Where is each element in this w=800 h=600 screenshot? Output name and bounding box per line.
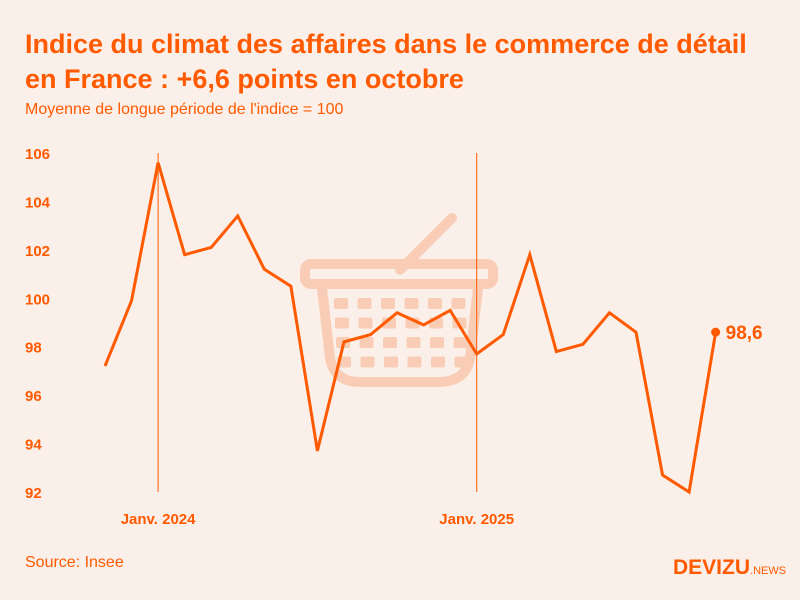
basket-dot <box>334 298 348 309</box>
y-tick-label: 102 <box>25 243 50 260</box>
source-note: Source: Insee <box>25 554 124 571</box>
data-point <box>711 327 721 337</box>
basket-pattern <box>334 298 469 368</box>
basket-dot <box>360 356 375 368</box>
basket-dot <box>359 337 374 348</box>
y-tick-label: 94 <box>25 437 42 454</box>
basket-dot <box>383 337 397 348</box>
last-value-label: 98,6 <box>726 323 763 344</box>
basket-dot <box>382 317 396 329</box>
y-tick-label: 96 <box>25 388 42 405</box>
basket-dot <box>404 298 419 309</box>
basket-dot <box>406 337 421 348</box>
basket-dot <box>381 298 395 309</box>
basket-dot <box>428 298 442 309</box>
basket-dot <box>384 356 398 368</box>
basket-dot <box>357 298 372 309</box>
basket-dot <box>451 298 466 309</box>
basket-dot <box>454 356 469 368</box>
basket-dot <box>453 337 468 348</box>
series-line <box>103 162 718 495</box>
basket-dot <box>431 356 445 368</box>
basket-dot <box>407 356 422 368</box>
basket-dot <box>335 317 349 329</box>
devizu-logo: DEVIZU.NEWS <box>673 556 787 579</box>
basket-dot <box>430 337 444 348</box>
y-tick-label: 104 <box>25 194 51 211</box>
basket-icon <box>300 213 498 387</box>
chart-title: Indice du climat des affaires dans le co… <box>25 29 747 94</box>
basket-dot <box>358 317 373 329</box>
x-tick-label: Janv. 2025 <box>439 511 514 528</box>
y-tick-label: 92 <box>25 485 42 502</box>
chart-subtitle: Moyenne de longue période de l'indice = … <box>25 101 344 118</box>
y-tick-label: 98 <box>25 340 42 357</box>
y-tick-label: 106 <box>25 146 50 163</box>
y-tick-label: 100 <box>25 291 50 308</box>
x-tick-label: Janv. 2024 <box>121 511 196 528</box>
